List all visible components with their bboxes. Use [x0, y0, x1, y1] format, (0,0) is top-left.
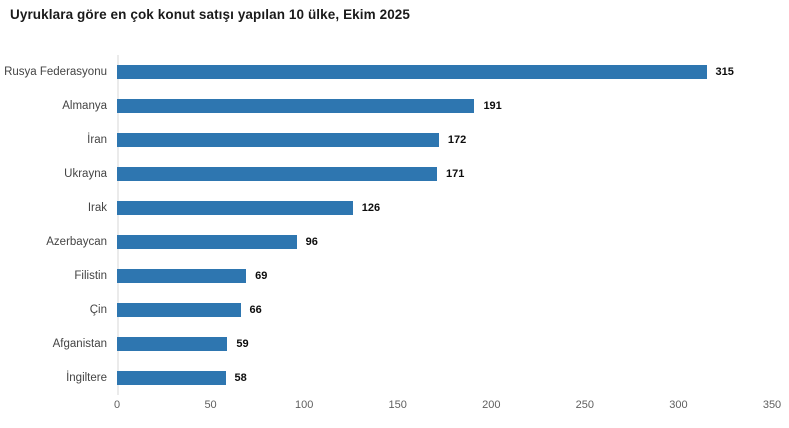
category-label: Rusya Federasyonu: [4, 66, 107, 78]
bar-area: 59: [117, 327, 772, 361]
bar: [117, 201, 353, 215]
x-tick-label: 200: [482, 399, 501, 411]
bar-rows: Rusya Federasyonu 315 Almanya 191 İran 172 Ukr…: [0, 55, 772, 395]
chart-row: Filistin 69: [0, 259, 772, 293]
chart-row: Azerbaycan 96: [0, 225, 772, 259]
bar: [117, 167, 437, 181]
category-label: Çin: [89, 304, 107, 316]
x-tick-label: 50: [204, 399, 217, 411]
value-label: 69: [255, 270, 268, 282]
chart-row: Çin 66: [0, 293, 772, 327]
value-label: 58: [234, 372, 247, 384]
plot-area: Rusya Federasyonu 315 Almanya 191 İran 172 Ukr…: [0, 55, 772, 395]
bar-area: 126: [117, 191, 772, 225]
bar: [117, 133, 439, 147]
bar: [117, 371, 226, 385]
x-axis: 0 50 100 150 200 250 300 350: [113, 399, 781, 417]
bar: [117, 99, 475, 113]
category-label: Filistin: [74, 270, 107, 282]
category-label: Almanya: [62, 100, 107, 112]
x-tick-label: 300: [669, 399, 688, 411]
chart-title: Uyruklara göre en çok konut satışı yapıl…: [10, 7, 411, 22]
bar: [117, 235, 297, 249]
bar: [117, 303, 241, 317]
category-label: Azerbaycan: [46, 236, 107, 248]
category-label: İran: [87, 134, 107, 146]
x-tick-label: 150: [388, 399, 407, 411]
y-axis-line: [117, 55, 119, 395]
chart-row: Rusya Federasyonu 315: [0, 55, 772, 89]
chart-row: Afganistan 59: [0, 327, 772, 361]
bar-area: 191: [117, 89, 772, 123]
x-tick-label: 350: [762, 399, 782, 411]
value-label: 96: [305, 236, 318, 248]
category-label: İngiltere: [66, 372, 107, 384]
x-tick-label: 0: [113, 399, 121, 411]
bar-area: 69: [117, 259, 772, 293]
x-tick-label: 100: [294, 399, 314, 411]
value-label: 126: [361, 202, 381, 214]
value-label: 191: [483, 100, 502, 112]
bar-area: 172: [117, 123, 772, 157]
value-label: 172: [447, 134, 467, 146]
category-label: Afganistan: [52, 338, 107, 350]
category-label: Irak: [87, 202, 107, 214]
bar: [117, 65, 707, 79]
chart-row: Almanya 191: [0, 89, 772, 123]
bar-area: 96: [117, 225, 772, 259]
chart-row: İran 172: [0, 123, 772, 157]
bar-area: 58: [117, 361, 772, 395]
chart-row: İngiltere 58: [0, 361, 772, 395]
bar-area: 315: [117, 55, 772, 89]
value-label: 66: [249, 304, 262, 316]
value-label: 315: [715, 66, 734, 78]
chart-row: Irak 126: [0, 191, 772, 225]
bar-area: 171: [117, 157, 772, 191]
bar: [117, 269, 247, 283]
category-label: Ukrayna: [64, 168, 107, 180]
x-tick-label: 250: [575, 399, 595, 411]
chart-row: Ukrayna 171: [0, 157, 772, 191]
value-label: 171: [446, 168, 465, 180]
bar: [117, 337, 228, 351]
bar-area: 66: [117, 293, 772, 327]
value-label: 59: [236, 338, 249, 350]
